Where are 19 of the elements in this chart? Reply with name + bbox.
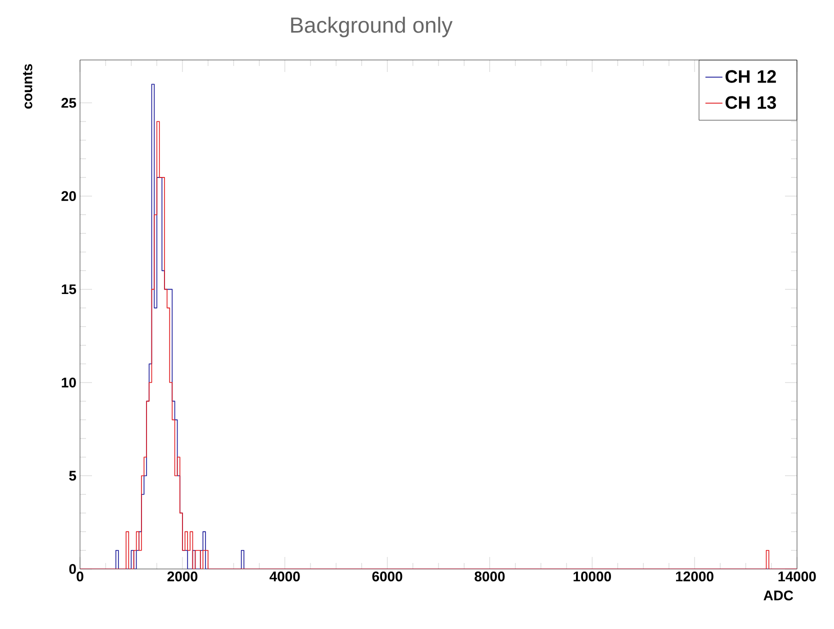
- x-axis-title: ADC: [764, 590, 794, 600]
- chart-title: Background only: [291, 16, 453, 38]
- y-axis-title: counts: [23, 64, 32, 109]
- x-tick-label: 4000: [270, 571, 300, 582]
- legend-label: CH 12: [726, 70, 776, 83]
- x-tick-label: 8000: [474, 571, 505, 582]
- y-tick-label: 20: [61, 191, 76, 202]
- x-tick-label: 2000: [167, 571, 198, 582]
- y-tick-label: 5: [69, 470, 76, 481]
- legend-label: CH 13: [726, 96, 776, 109]
- y-tick-label: 0: [69, 564, 76, 574]
- x-tick-label: 0: [76, 571, 84, 582]
- y-tick-label: 15: [62, 284, 76, 294]
- x-tick-label: 10000: [574, 571, 611, 582]
- x-tick-label: 12000: [676, 571, 714, 582]
- x-tick-label: 14000: [778, 571, 816, 582]
- y-tick-label: 25: [61, 98, 76, 108]
- x-tick-label: 6000: [372, 571, 402, 582]
- y-tick-label: 10: [62, 378, 76, 388]
